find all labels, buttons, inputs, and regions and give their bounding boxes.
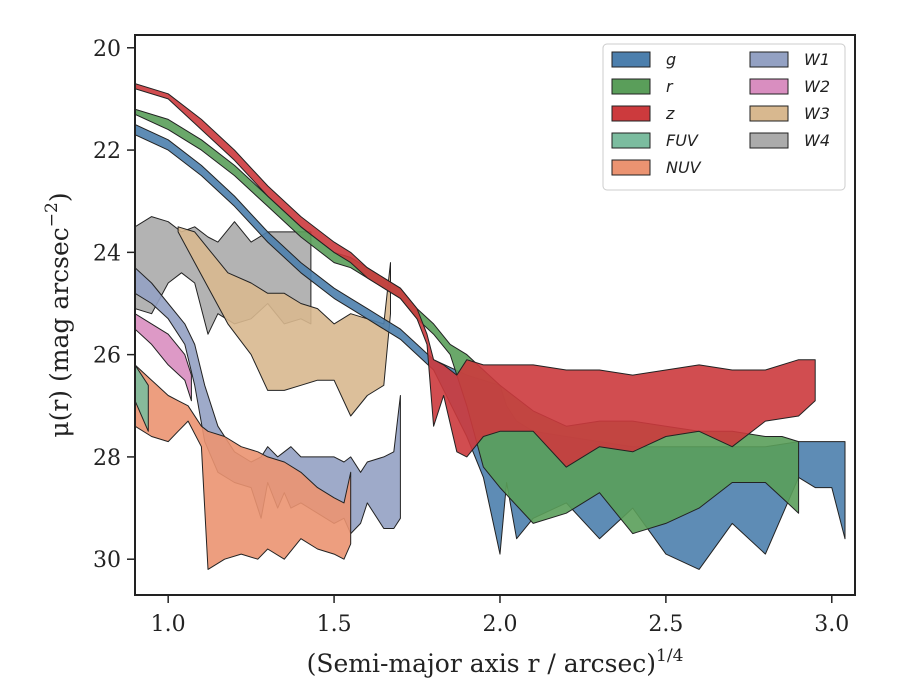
- x-tick-label: 2.5: [648, 612, 683, 637]
- x-axis-title: (Semi-major axis r / arcsec)1/4: [307, 646, 684, 678]
- x-tick-label: 3.0: [814, 612, 849, 637]
- plot-frame: [134, 34, 856, 596]
- legend-swatch-w4: [749, 132, 789, 149]
- band-nuv: [135, 364, 352, 570]
- legend-label-fuv: FUV: [666, 131, 699, 150]
- legend-label-g: g: [666, 50, 676, 69]
- x-tick-label: 1.0: [151, 612, 186, 637]
- legend-swatch-g: [611, 51, 651, 68]
- y-tick-label: 24: [93, 241, 121, 266]
- y-axis-title-close: ): [45, 192, 74, 202]
- legend-swatch-r: [611, 78, 651, 95]
- legend-swatch-fuv: [611, 132, 651, 149]
- legend-swatch-w3: [749, 105, 789, 122]
- legend-swatch-z: [611, 105, 651, 122]
- series-layer: [135, 83, 846, 570]
- y-tick-label: 20: [93, 37, 121, 62]
- band-w2: [135, 313, 192, 402]
- x-axis-title-superscript: 1/4: [656, 646, 683, 666]
- legend: grz FUV NUV W1 W2 W3 W4: [602, 43, 846, 191]
- legend-swatch-nuv: [611, 159, 651, 176]
- legend-swatch-w2: [749, 78, 789, 95]
- band-z: [135, 83, 816, 468]
- y-axis: 20 22 24 26 28 30: [93, 37, 135, 573]
- band-w3: [177, 226, 391, 417]
- legend-swatch-w1: [749, 51, 789, 68]
- y-tick-label: 22: [93, 139, 121, 164]
- x-axis: 1.0 1.5 2.0 2.5 3.0: [151, 595, 849, 637]
- y-axis-title-superscript: −2: [42, 202, 62, 227]
- y-tick-label: 28: [93, 446, 121, 471]
- y-tick-label: 26: [93, 344, 121, 369]
- x-tick-label: 1.5: [317, 612, 352, 637]
- legend-label-nuv: NUV: [666, 158, 702, 177]
- band-fuv: [135, 364, 149, 432]
- y-axis-title: μ(r) (mag arcsec−2): [42, 192, 74, 437]
- y-tick-label: 30: [93, 548, 121, 573]
- legend-label-w4: W4: [804, 131, 830, 150]
- legend-label-w3: W3: [804, 104, 830, 123]
- legend-label-w2: W2: [804, 77, 830, 96]
- legend-label-z: z: [665, 104, 675, 123]
- legend-label-w1: W1: [804, 50, 830, 69]
- legend-label-r: r: [666, 77, 674, 96]
- x-tick-label: 2.0: [482, 612, 517, 637]
